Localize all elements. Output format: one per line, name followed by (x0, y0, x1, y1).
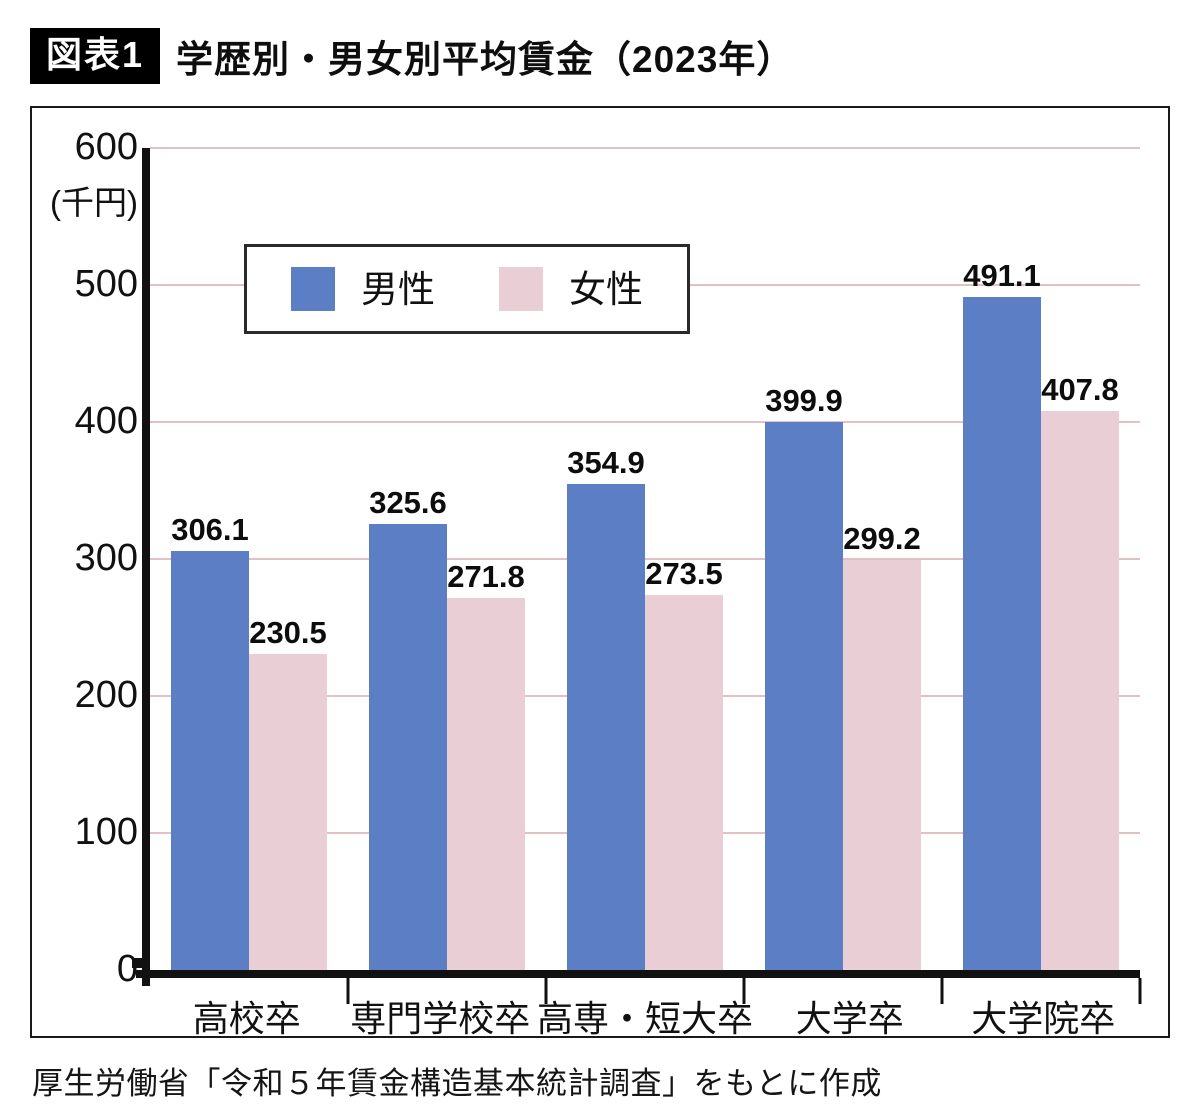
legend-item-女性: 女性 (499, 267, 643, 311)
page-title: 学歴別・男女別平均賃金（2023年） (176, 39, 795, 80)
bar-value-label: 491.1 (963, 258, 1041, 294)
bar-value-label: 271.8 (447, 558, 525, 594)
x-axis-line (136, 970, 1140, 978)
gridline-600 (150, 147, 1140, 149)
gridline-300 (150, 558, 1140, 560)
y-tick-label-100: 100 (74, 811, 138, 854)
bar-value-label: 354.9 (567, 444, 645, 480)
x-axis-tick (742, 978, 746, 1004)
y-tick-label-0: 0 (116, 948, 138, 991)
chart-header: 図表1 学歴別・男女別平均賃金（2023年） (0, 0, 1200, 84)
legend-swatch-女性 (499, 267, 543, 311)
bar-group-5: 491.1 407.8 (942, 148, 1140, 970)
bar-column: 407.8 (1041, 148, 1119, 970)
legend: 男性 女性 (244, 244, 690, 334)
y-axis-labels: 0 100 200 300 400 500 600 (千円) (40, 128, 138, 988)
x-category-label-1: 高校卒 (192, 998, 301, 1039)
bar-value-label: 306.1 (171, 511, 249, 547)
x-axis-tick (346, 978, 350, 1004)
bar-男性-高専・短大卒 (567, 483, 645, 970)
x-category-label-5: 大学院卒 (971, 998, 1116, 1039)
legend-label-男性: 男性 (361, 268, 435, 310)
legend-item-男性: 男性 (291, 267, 435, 311)
bar-value-label: 299.2 (843, 521, 921, 557)
y-tick-label-400: 400 (74, 400, 138, 443)
bar-column: 299.2 (843, 148, 921, 970)
x-axis-tick (940, 978, 944, 1004)
chart-frame: 0 100 200 300 400 500 600 (千円) 306.1 230.5 325.6 2… (30, 106, 1170, 1039)
figure-badge: 図表1 (30, 28, 161, 84)
bar-男性-専門学校卒 (369, 523, 447, 970)
bar-女性-高校卒 (249, 654, 327, 970)
x-category-label-3: 高専・短大卒 (537, 998, 754, 1039)
x-axis-tick (544, 978, 548, 1004)
bar-group-2: 325.6 271.8 (348, 148, 546, 970)
bar-group-3: 354.9 273.5 (546, 148, 744, 970)
y-tick-label-500: 500 (74, 263, 138, 306)
bar-女性-大学卒 (843, 560, 921, 970)
zero-tick (132, 958, 142, 968)
y-tick-label-600: 600 (74, 126, 138, 169)
bar-column: 354.9 (567, 148, 645, 970)
legend-label-女性: 女性 (569, 268, 643, 310)
bar-column: 271.8 (447, 148, 525, 970)
bar-value-label: 230.5 (249, 615, 327, 651)
x-category-label-4: 大学卒 (795, 998, 904, 1039)
bar-column: 273.5 (645, 148, 723, 970)
bar-value-label: 273.5 (645, 556, 723, 592)
bar-column: 230.5 (249, 148, 327, 970)
bar-男性-高校卒 (171, 550, 249, 970)
x-axis-labels: 高校卒 専門学校卒 高専・短大卒 大学卒 大学院卒 (150, 990, 1140, 1042)
bar-value-label: 325.6 (369, 484, 447, 520)
bar-男性-大学卒 (765, 422, 843, 970)
bar-value-label: 407.8 (1041, 372, 1119, 408)
x-category-label-2: 専門学校卒 (350, 998, 531, 1039)
x-axis-tick (1138, 978, 1142, 1004)
bar-column: 491.1 (963, 148, 1041, 970)
bar-column: 399.9 (765, 148, 843, 970)
bar-女性-大学院卒 (1041, 411, 1119, 970)
y-axis-unit-label: (千円) (50, 184, 138, 221)
gridline-400 (150, 420, 1140, 423)
bar-column: 325.6 (369, 148, 447, 970)
bar-男性-大学院卒 (963, 297, 1041, 970)
y-tick-label-200: 200 (74, 674, 138, 717)
bar-group-4: 399.9 299.2 (744, 148, 942, 970)
y-axis-line (142, 148, 150, 986)
plot-area: 306.1 230.5 325.6 271.8 354.9 273.5 399.9 299.2… (132, 147, 1142, 1004)
source-note: 厚生労働省「令和５年賃金構造基本統計調査」をもとに作成 (32, 1066, 882, 1101)
y-tick-label-300: 300 (74, 537, 138, 580)
bar-女性-高専・短大卒 (645, 595, 723, 970)
bar-value-label: 399.9 (765, 383, 843, 419)
bar-column: 306.1 (171, 148, 249, 970)
bar-女性-専門学校卒 (447, 597, 525, 970)
legend-swatch-男性 (291, 267, 335, 311)
bar-group-1: 306.1 230.5 (150, 148, 348, 970)
bar-series-container: 306.1 230.5 325.6 271.8 354.9 273.5 399.9 299.2… (150, 148, 1140, 970)
